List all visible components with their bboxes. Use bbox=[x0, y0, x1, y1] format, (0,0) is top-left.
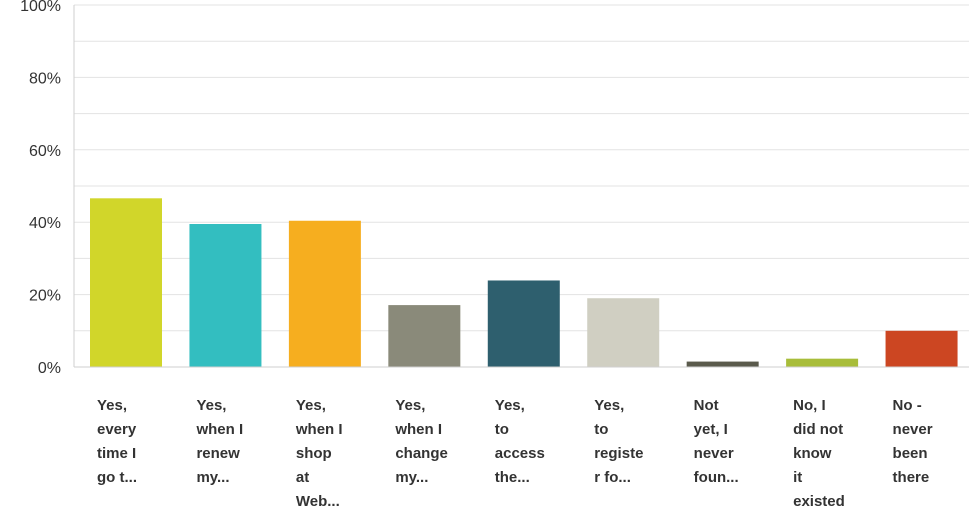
x-category-label-line: registe bbox=[594, 445, 643, 462]
x-category-label-line: know bbox=[793, 445, 832, 462]
x-category-label-line: shop bbox=[296, 445, 332, 462]
x-category-label-line: Yes, bbox=[97, 397, 127, 414]
x-category-label: Yes, to registe r fo... bbox=[594, 397, 643, 486]
bar bbox=[885, 330, 958, 367]
x-category-label-line: it bbox=[793, 469, 802, 486]
x-category-label: No - never been there bbox=[893, 397, 933, 486]
x-category-label-line: existed bbox=[793, 493, 845, 510]
bar bbox=[189, 224, 262, 367]
x-category-label-line: time I bbox=[97, 445, 136, 462]
x-category-label-line: never bbox=[694, 445, 734, 462]
x-category-label-line: when I bbox=[295, 421, 343, 438]
x-category-label-line: access bbox=[495, 445, 545, 462]
y-tick-label: 60% bbox=[29, 143, 61, 160]
bar bbox=[388, 305, 461, 367]
x-category-label-line: did not bbox=[793, 421, 843, 438]
y-axis-tick-labels: 0% 20% 40% 60% 80% 100% bbox=[20, 0, 61, 377]
x-category-label-line: r fo... bbox=[594, 469, 631, 486]
bars bbox=[90, 198, 958, 367]
x-category-label-line: when I bbox=[394, 421, 442, 438]
x-category-label-line: yet, I bbox=[694, 421, 728, 438]
bar bbox=[90, 198, 162, 367]
x-category-label: No, I did not know it existed bbox=[793, 397, 845, 510]
y-tick-label: 100% bbox=[20, 0, 61, 15]
x-category-label-line: there bbox=[893, 469, 930, 486]
x-category-label-line: Not bbox=[694, 397, 719, 414]
bar bbox=[587, 298, 660, 367]
x-category-label-line: Yes, bbox=[495, 397, 525, 414]
bar bbox=[487, 280, 560, 367]
x-category-label-line: to bbox=[495, 421, 509, 438]
x-category-label-line: change bbox=[395, 445, 448, 462]
y-tick-label: 80% bbox=[29, 70, 61, 87]
x-category-label-line: Yes, bbox=[296, 397, 326, 414]
x-category-label-line: Yes, bbox=[196, 397, 226, 414]
x-category-label-line: been bbox=[893, 445, 928, 462]
y-tick-label: 20% bbox=[29, 288, 61, 305]
x-category-label-line: renew bbox=[196, 445, 240, 462]
bar bbox=[288, 220, 361, 367]
x-category-label: Not yet, I never foun... bbox=[694, 397, 739, 486]
x-category-label-line: every bbox=[97, 421, 137, 438]
x-category-label-line: Web... bbox=[296, 493, 340, 510]
x-category-label-line: Yes, bbox=[395, 397, 425, 414]
x-category-label: Yes, to access the... bbox=[495, 397, 545, 486]
x-category-label: Yes, when I shop at Web... bbox=[295, 397, 343, 510]
x-category-label-line: Yes, bbox=[594, 397, 624, 414]
x-category-label-line: No - bbox=[893, 397, 922, 414]
x-category-label-line: at bbox=[296, 469, 309, 486]
x-axis-category-labels: Yes, every time I go t... Yes, when I renew my.… bbox=[97, 397, 933, 510]
x-category-label-line: never bbox=[893, 421, 933, 438]
bar bbox=[686, 361, 759, 367]
x-category-label-line: go t... bbox=[97, 469, 137, 486]
x-category-label-line: to bbox=[594, 421, 608, 438]
x-category-label: Yes, every time I go t... bbox=[97, 397, 137, 486]
x-category-label-line: when I bbox=[195, 421, 243, 438]
x-category-label-line: my... bbox=[395, 469, 428, 486]
y-tick-label: 40% bbox=[29, 215, 61, 232]
y-tick-label: 0% bbox=[38, 360, 61, 377]
x-category-label: Yes, when I renew my... bbox=[195, 397, 243, 486]
bar bbox=[786, 358, 859, 367]
x-category-label-line: foun... bbox=[694, 469, 739, 486]
x-category-label-line: No, I bbox=[793, 397, 826, 414]
x-category-label-line: my... bbox=[196, 469, 229, 486]
x-category-label-line: the... bbox=[495, 469, 530, 486]
x-category-label: Yes, when I change my... bbox=[394, 397, 448, 486]
